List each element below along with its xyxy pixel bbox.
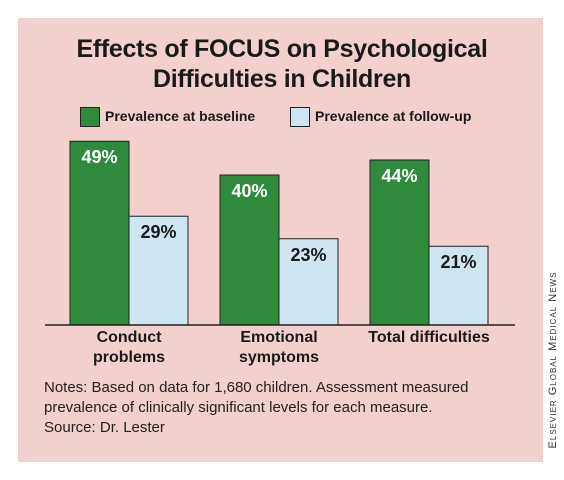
bar [128, 215, 189, 326]
legend-swatch [80, 107, 100, 127]
notes: Notes: Based on data for 1,680 children.… [44, 379, 469, 416]
value-label: 40% [231, 181, 268, 201]
source: Source: Dr. Lester [44, 419, 165, 436]
x-tick-label: Conduct problems [92, 329, 165, 366]
legend-swatch [290, 107, 310, 127]
value-label: 49% [81, 147, 118, 168]
value-label: 44% [381, 166, 418, 186]
x-tick-label: Total difficulties [368, 329, 490, 346]
legend-label: Prevalence at baseline [105, 108, 256, 124]
bar [219, 174, 280, 326]
value-label: 21% [440, 252, 477, 273]
legend-label: Prevalence at follow-up [315, 108, 472, 124]
bar [69, 140, 130, 326]
value-label: 29% [140, 222, 177, 243]
value-label: 23% [290, 244, 327, 265]
credit: Elsevier Global Medical News [547, 271, 559, 449]
x-tick-label: Emotional symptoms [238, 329, 320, 366]
chart-title: Effects of FOCUS on Psychological Diffic… [76, 35, 488, 93]
